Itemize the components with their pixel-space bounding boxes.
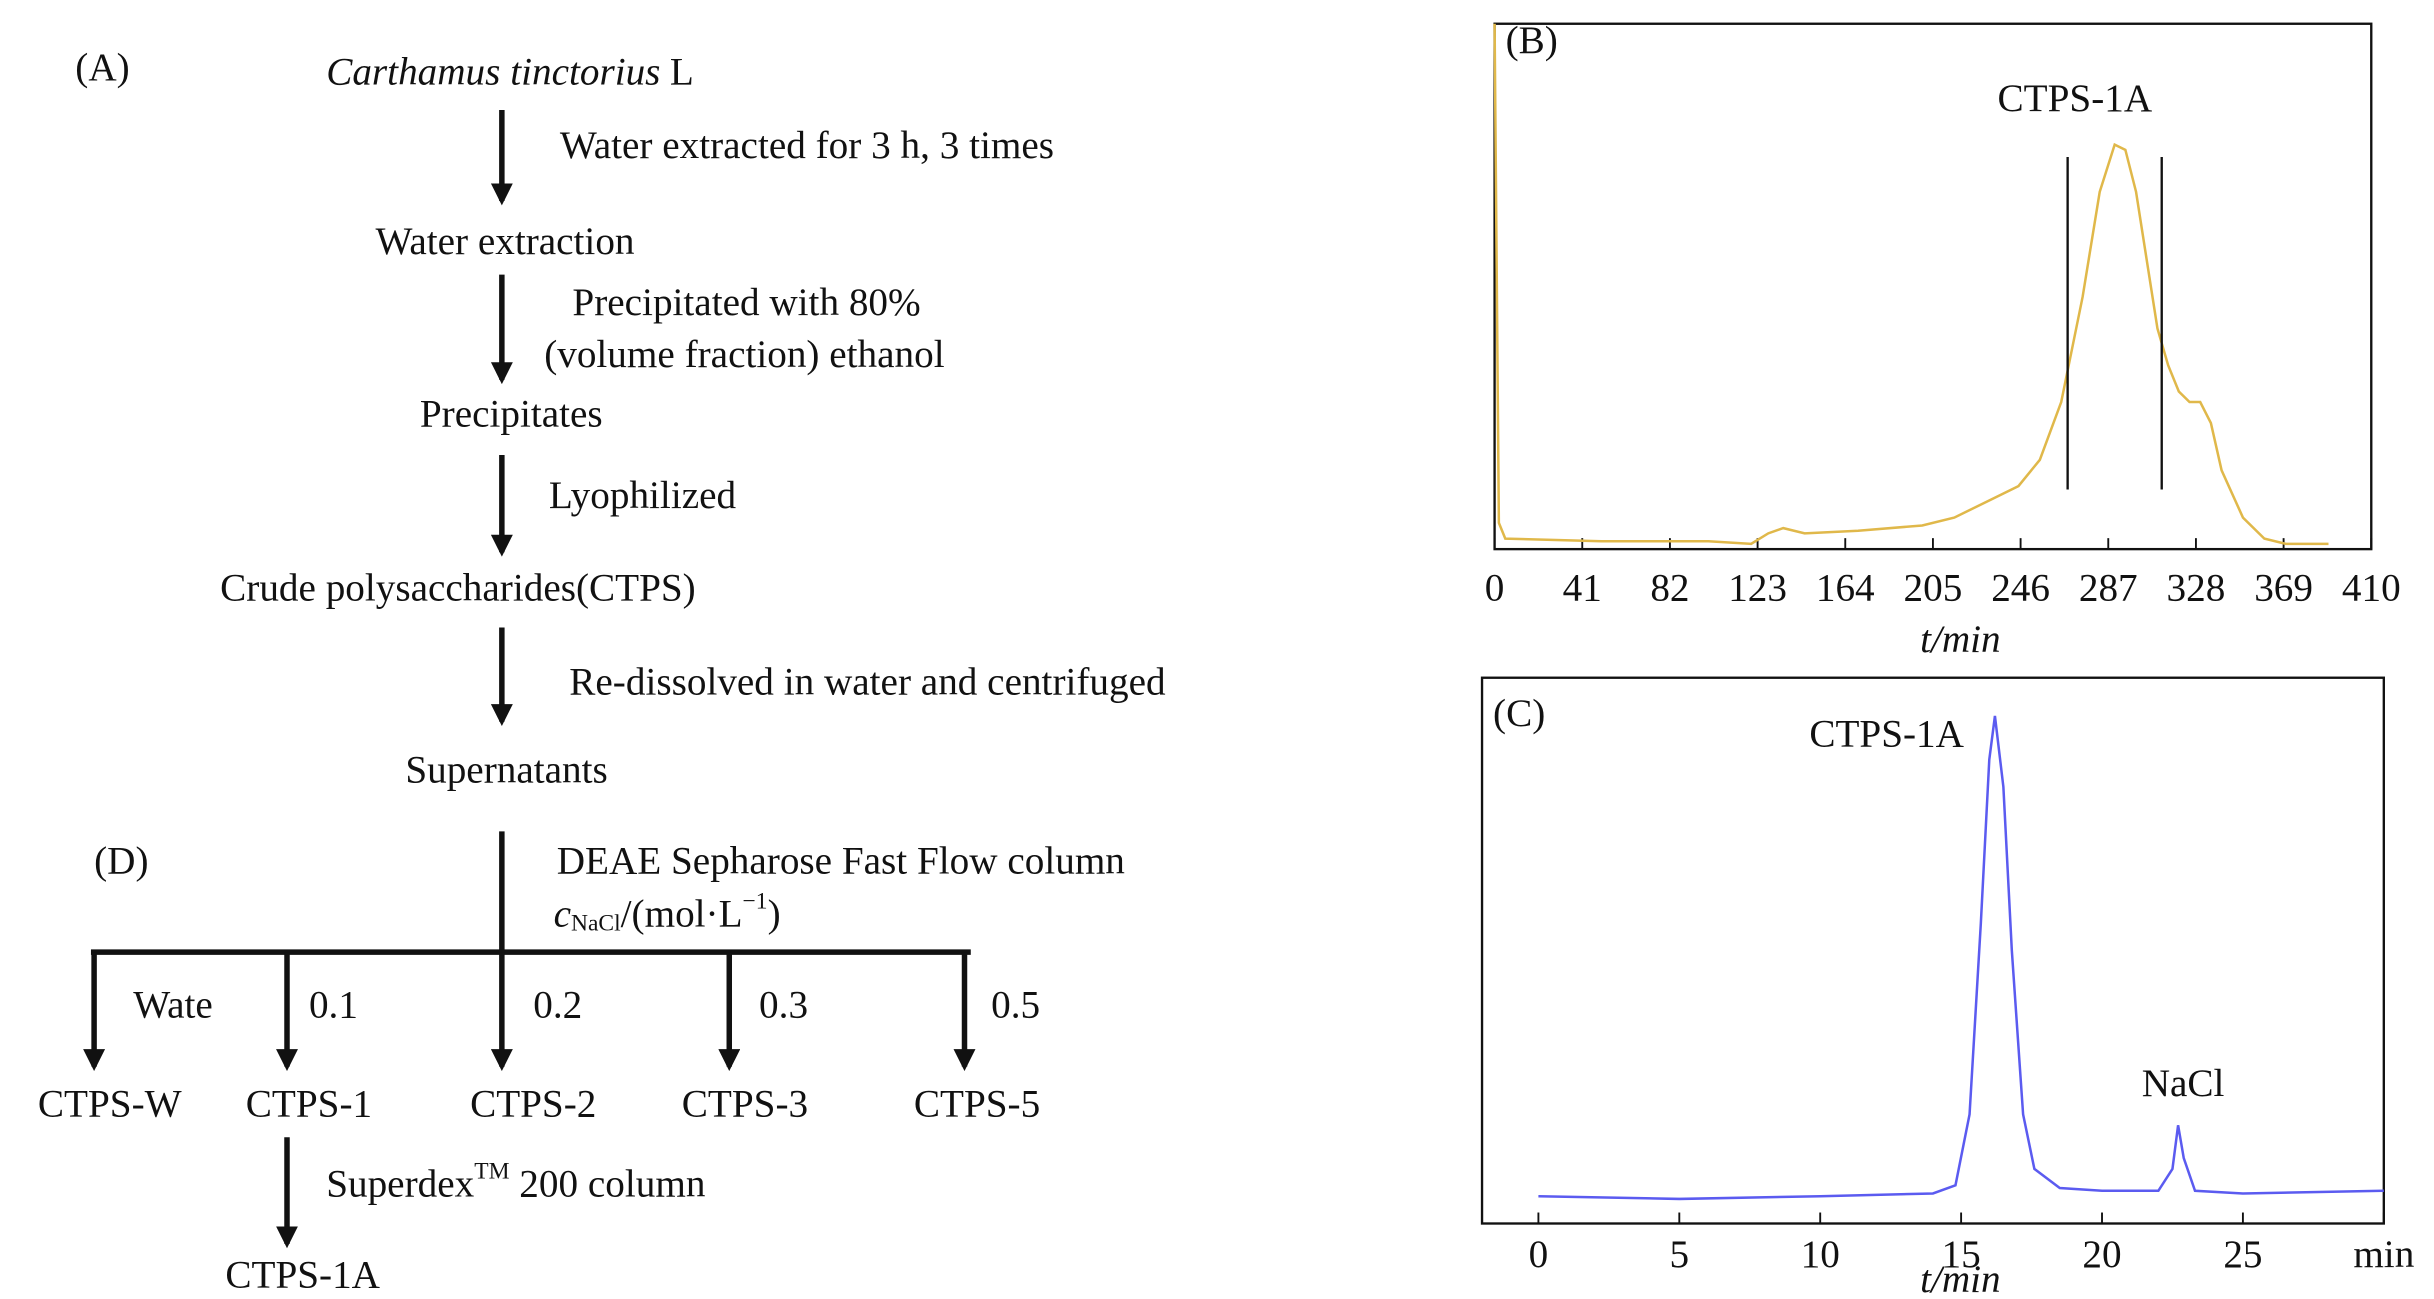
fraction: CTPS-5 bbox=[914, 1082, 1040, 1125]
branch-label: 0.2 bbox=[533, 984, 582, 1027]
x-tick-label: 246 bbox=[1991, 566, 2050, 609]
panel-label: (A) bbox=[75, 46, 129, 89]
gradient: cNaCl/(mol·L−1) bbox=[554, 889, 781, 937]
x-tick-label: 164 bbox=[1816, 566, 1875, 609]
x-tick-label: 369 bbox=[2254, 566, 2313, 609]
annotation: NaCl bbox=[2142, 1062, 2225, 1105]
authority: L bbox=[670, 51, 694, 94]
node: Crude polysaccharides(CTPS) bbox=[220, 566, 696, 609]
panel-label: (C) bbox=[1493, 692, 1545, 735]
x-tick-label: 25 bbox=[2223, 1233, 2262, 1276]
fraction: CTPS-1 bbox=[246, 1082, 372, 1125]
x-axis-label: t/min bbox=[1920, 618, 2001, 661]
panel-label: (B) bbox=[1506, 19, 1558, 62]
column: SuperdexTM 200 column bbox=[326, 1159, 705, 1206]
branch-label: 0.1 bbox=[309, 984, 358, 1027]
node: Supernatants bbox=[405, 748, 607, 791]
fraction: CTPS-3 bbox=[682, 1082, 808, 1125]
x-tick-label: 123 bbox=[1728, 566, 1787, 609]
branch-label: Wate bbox=[133, 984, 213, 1027]
step: Re-dissolved in water and centrifuged bbox=[569, 661, 1166, 704]
flowchart: (A) Carthamus tinctorius L Water extracte… bbox=[38, 46, 1166, 1297]
x-tick-label: 5 bbox=[1670, 1233, 1690, 1276]
x-tick-label: 0 bbox=[1529, 1233, 1549, 1276]
superscript: TM bbox=[474, 1159, 509, 1185]
x-axis-label: t/min bbox=[1920, 1258, 2001, 1299]
close: ) bbox=[768, 893, 781, 936]
x-tick-label: 205 bbox=[1904, 566, 1963, 609]
panel-label: (D) bbox=[94, 839, 148, 882]
annotation: CTPS-1A bbox=[1809, 712, 1964, 755]
superscript: −1 bbox=[743, 889, 768, 915]
species-name: Carthamus tinctorius bbox=[326, 51, 660, 94]
subscript: NaCl bbox=[571, 911, 621, 937]
plot-frame bbox=[1493, 22, 2373, 551]
plot-frame bbox=[1480, 676, 2385, 1225]
step: (volume fraction) ethanol bbox=[544, 333, 945, 376]
column-name: Superdex bbox=[326, 1162, 474, 1205]
x-tick-label: 410 bbox=[2342, 566, 2401, 609]
x-tick-label: 41 bbox=[1563, 566, 1602, 609]
x-tick-label: 20 bbox=[2082, 1233, 2121, 1276]
data-line bbox=[1493, 23, 2329, 546]
node: Water extraction bbox=[375, 220, 634, 263]
x-tick-label: 10 bbox=[1801, 1233, 1840, 1276]
fraction: CTPS-2 bbox=[470, 1082, 596, 1125]
fraction: CTPS-W bbox=[38, 1082, 182, 1125]
x-tick-label: min bbox=[2353, 1233, 2414, 1276]
data-line bbox=[1538, 715, 2384, 1201]
species: Carthamus tinctorius L bbox=[326, 51, 694, 94]
x-tick-label: 82 bbox=[1650, 566, 1689, 609]
branch-label: 0.5 bbox=[991, 984, 1040, 1027]
step: Lyophilized bbox=[549, 474, 737, 517]
branch-label: 0.3 bbox=[759, 984, 808, 1027]
symbol: c bbox=[554, 893, 571, 936]
x-tick-label: 287 bbox=[2079, 566, 2138, 609]
x-tick-label: 328 bbox=[2167, 566, 2226, 609]
column-rest: 200 column bbox=[510, 1162, 706, 1205]
step: DEAE Sepharose Fast Flow column bbox=[557, 839, 1125, 882]
product: CTPS-1A bbox=[225, 1253, 380, 1296]
x-tick-label: 0 bbox=[1485, 566, 1505, 609]
x-tick-label: 15 bbox=[1942, 1233, 1981, 1276]
step: Water extracted for 3 h, 3 times bbox=[560, 124, 1054, 167]
step: Precipitated with 80% bbox=[572, 281, 920, 324]
node: Precipitates bbox=[420, 392, 603, 435]
annotation: CTPS-1A bbox=[1998, 77, 2153, 120]
unit: /(mol·L bbox=[621, 893, 743, 936]
